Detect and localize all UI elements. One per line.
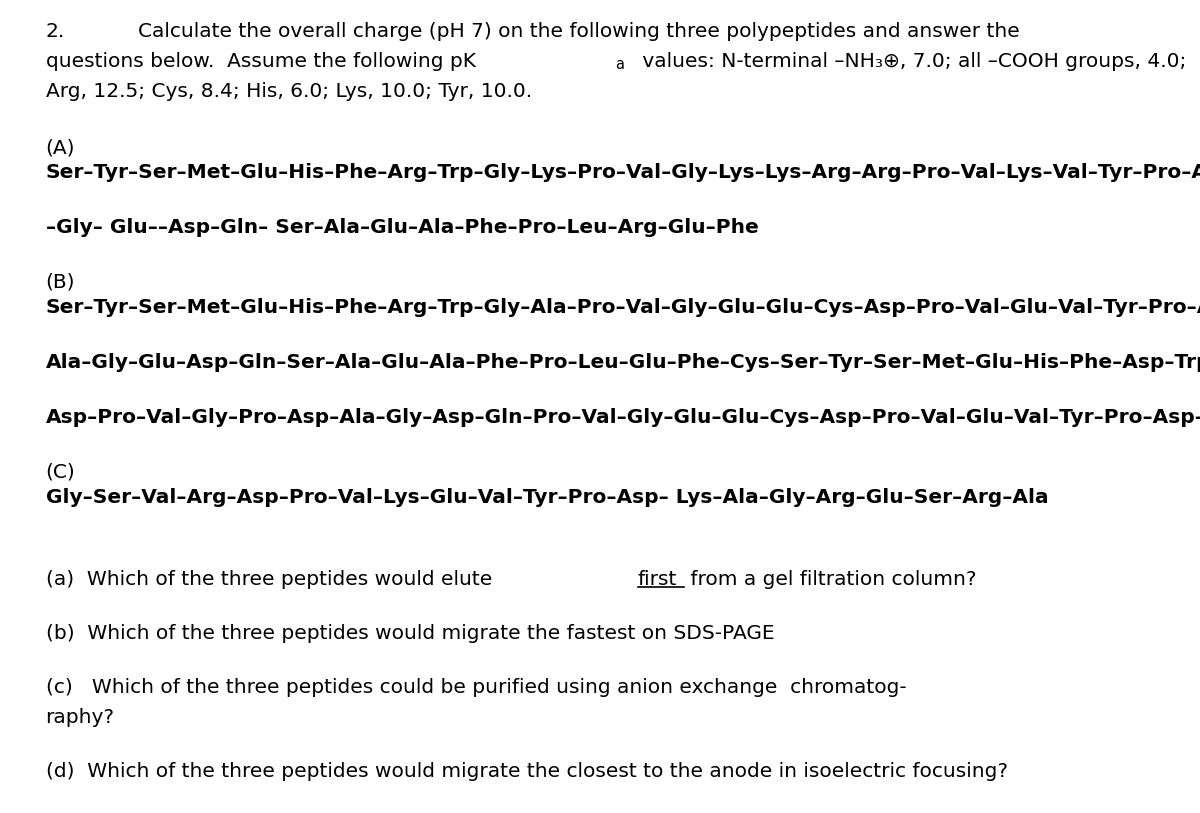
Text: Ala–Gly–Glu–Asp–Gln–Ser–Ala–Glu–Ala–Phe–Pro–Leu–Glu–Phe–Cys–Ser–Tyr–Ser–Met–Glu–: Ala–Gly–Glu–Asp–Gln–Ser–Ala–Glu–Ala–Phe–… bbox=[46, 353, 1200, 372]
Text: questions below.  Assume the following pK: questions below. Assume the following pK bbox=[46, 52, 475, 71]
Text: (A): (A) bbox=[46, 138, 76, 157]
Text: (B): (B) bbox=[46, 273, 76, 292]
Text: Ser–Tyr–Ser–Met–Glu–His–Phe–Arg–Trp–Gly–Ala–Pro–Val–Gly–Glu–Glu–Cys–Asp–Pro–Val–: Ser–Tyr–Ser–Met–Glu–His–Phe–Arg–Trp–Gly–… bbox=[46, 298, 1200, 317]
Text: Arg, 12.5; Cys, 8.4; His, 6.0; Lys, 10.0; Tyr, 10.0.: Arg, 12.5; Cys, 8.4; His, 6.0; Lys, 10.0… bbox=[46, 82, 532, 101]
Text: (b)  Which of the three peptides would migrate the fastest on SDS-PAGE: (b) Which of the three peptides would mi… bbox=[46, 624, 774, 643]
Text: raphy?: raphy? bbox=[46, 708, 115, 727]
Text: values: N-terminal –NH₃⊕, 7.0; all –COOH groups, 4.0;: values: N-terminal –NH₃⊕, 7.0; all –COOH… bbox=[636, 52, 1187, 71]
Text: first: first bbox=[638, 570, 677, 589]
Text: Calculate the overall charge (pH 7) on the following three polypeptides and answ: Calculate the overall charge (pH 7) on t… bbox=[138, 22, 1020, 41]
Text: (c)   Which of the three peptides could be purified using anion exchange  chroma: (c) Which of the three peptides could be… bbox=[46, 678, 906, 697]
Text: from a gel filtration column?: from a gel filtration column? bbox=[684, 570, 977, 589]
Text: Gly–Ser–Val–Arg–Asp–Pro–Val–Lys–Glu–Val–Tyr–Pro–Asp– Lys–Ala–Gly–Arg–Glu–Ser–Arg: Gly–Ser–Val–Arg–Asp–Pro–Val–Lys–Glu–Val–… bbox=[46, 488, 1049, 507]
Text: (C): (C) bbox=[46, 463, 76, 482]
Text: (a)  Which of the three peptides would elute: (a) Which of the three peptides would el… bbox=[46, 570, 498, 589]
Text: 2.: 2. bbox=[46, 22, 65, 41]
Text: Ser–Tyr–Ser–Met–Glu–His–Phe–Arg–Trp–Gly–Lys–Pro–Val–Gly–Lys–Lys–Arg–Arg–Pro–Val–: Ser–Tyr–Ser–Met–Glu–His–Phe–Arg–Trp–Gly–… bbox=[46, 163, 1200, 182]
Text: (d)  Which of the three peptides would migrate the closest to the anode in isoel: (d) Which of the three peptides would mi… bbox=[46, 762, 1008, 781]
Text: Asp–Pro–Val–Gly–Pro–Asp–Ala–Gly–Asp–Gln–Pro–Val–Gly–Glu–Glu–Cys–Asp–Pro–Val–Glu–: Asp–Pro–Val–Gly–Pro–Asp–Ala–Gly–Asp–Gln–… bbox=[46, 408, 1200, 427]
Text: a: a bbox=[616, 57, 624, 72]
Text: –Gly– Glu––Asp–Gln– Ser–Ala–Glu–Ala–Phe–Pro–Leu–Arg–Glu–Phe: –Gly– Glu––Asp–Gln– Ser–Ala–Glu–Ala–Phe–… bbox=[46, 218, 758, 237]
